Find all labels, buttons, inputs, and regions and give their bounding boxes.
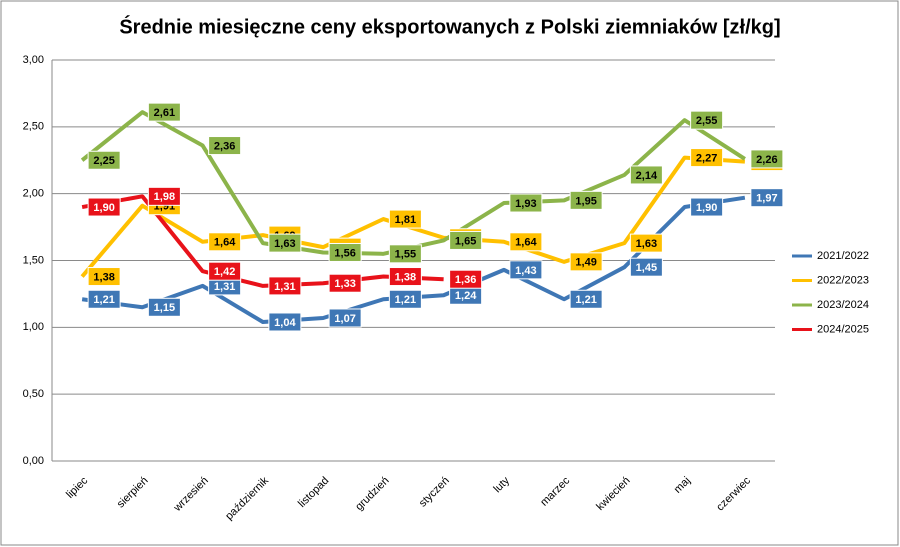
value-label: 2,36: [214, 140, 235, 152]
y-tick-label: 0,50: [23, 388, 44, 400]
legend-label: 2024/2025: [817, 323, 869, 335]
value-label-box: [629, 165, 663, 185]
value-label: 1,64: [515, 237, 537, 249]
value-label: 1,36: [455, 274, 476, 286]
value-label-box: [629, 233, 663, 253]
value-label-box: [208, 232, 242, 252]
value-label: 1,21: [395, 294, 416, 306]
value-label: 2,27: [696, 152, 717, 164]
value-label-box: [87, 267, 121, 287]
value-label: 2,26: [756, 154, 777, 166]
value-label-box: [87, 150, 121, 170]
y-tick-label: 2,50: [23, 121, 44, 133]
value-label-box: [569, 252, 603, 272]
value-label-box: [268, 276, 302, 296]
y-tick-label: 1,00: [23, 321, 44, 333]
value-label: 1,64: [214, 237, 236, 249]
value-label-box: [328, 242, 362, 262]
value-label: 1,95: [575, 195, 596, 207]
value-label-box: [690, 148, 724, 168]
value-label: 1,38: [93, 271, 114, 283]
value-label: 1,98: [154, 191, 175, 203]
value-label-box: [750, 149, 784, 169]
value-label-box: [388, 244, 422, 264]
value-label: 2,55: [696, 115, 717, 127]
value-label: 1,33: [334, 278, 355, 290]
value-label: 1,56: [334, 247, 355, 259]
value-label-box: [147, 102, 181, 122]
value-label-box: [388, 267, 422, 287]
value-label: 1,07: [334, 313, 355, 325]
value-label-box: [388, 289, 422, 309]
value-label: 1,21: [93, 294, 114, 306]
value-label: 1,43: [515, 265, 536, 277]
value-label-box: [268, 233, 302, 253]
value-label: 1,81: [395, 214, 416, 226]
value-label: 1,31: [214, 281, 235, 293]
legend-label: 2021/2022: [817, 250, 869, 262]
value-label: 1,31: [274, 281, 295, 293]
value-label: 1,93: [515, 198, 536, 210]
value-label-box: [328, 273, 362, 293]
y-tick-label: 3,00: [23, 54, 44, 66]
value-label: 2,14: [636, 170, 658, 182]
value-label-box: [268, 312, 302, 332]
legend-label: 2022/2023: [817, 274, 869, 286]
value-label-box: [509, 193, 543, 213]
value-label: 2,25: [93, 155, 114, 167]
value-label-box: [208, 136, 242, 156]
value-label-box: [509, 260, 543, 280]
value-label: 1,21: [575, 294, 596, 306]
value-label-box: [147, 297, 181, 317]
y-tick-label: 1,50: [23, 254, 44, 266]
value-label-box: [87, 197, 121, 217]
value-label: 1,38: [395, 271, 416, 283]
value-label: 1,49: [575, 257, 596, 269]
legend-label: 2023/2024: [817, 299, 869, 311]
value-label: 1,15: [154, 302, 175, 314]
value-label-box: [690, 197, 724, 217]
value-label-box: [569, 289, 603, 309]
value-label-box: [208, 261, 242, 281]
value-label: 1,45: [636, 262, 657, 274]
value-label: 1,90: [696, 202, 717, 214]
value-label: 1,65: [455, 235, 476, 247]
value-label-box: [147, 186, 181, 206]
value-label-box: [629, 257, 663, 277]
value-label-box: [449, 269, 483, 289]
value-label-box: [87, 289, 121, 309]
value-label-box: [328, 308, 362, 328]
value-label: 1,63: [274, 238, 295, 250]
value-label: 1,55: [395, 249, 416, 261]
chart-title: Średnie miesięczne ceny eksportowanych z…: [119, 14, 780, 38]
series-line: [81, 194, 444, 288]
value-label-box: [509, 232, 543, 252]
value-label-box: [569, 190, 603, 210]
value-label: 1,24: [455, 290, 477, 302]
value-label: 1,63: [636, 238, 657, 250]
value-label: 1,90: [93, 202, 114, 214]
value-label: 1,04: [274, 317, 296, 329]
value-label: 1,42: [214, 266, 235, 278]
value-label-box: [388, 209, 422, 229]
y-tick-label: 2,00: [23, 188, 44, 200]
y-tick-label: 0,00: [23, 455, 44, 467]
value-label-box: [750, 188, 784, 208]
value-label: 2,61: [154, 107, 175, 119]
value-label-box: [449, 230, 483, 250]
value-label: 1,97: [756, 193, 777, 205]
value-label-box: [690, 110, 724, 130]
